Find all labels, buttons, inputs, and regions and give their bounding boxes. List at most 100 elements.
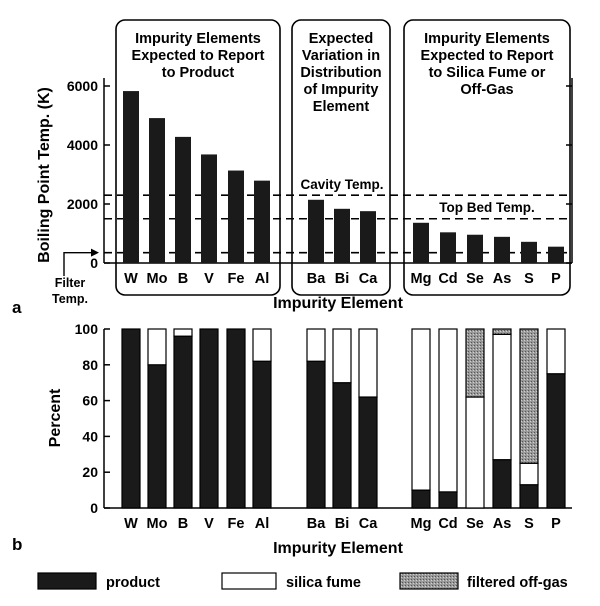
group-box-1 — [291, 19, 391, 296]
bar-segment-product — [546, 373, 566, 509]
x-tick-label: Bi — [335, 271, 350, 287]
bar-segment-product — [411, 489, 431, 509]
x-tick-label: Fe — [228, 271, 245, 287]
x-axis-title: Impurity Element — [273, 295, 403, 312]
y-axis-title: Percent — [47, 388, 64, 447]
bar-segment-filtered-off-gas — [465, 328, 485, 398]
bar — [548, 246, 564, 263]
x-tick-label: P — [551, 271, 561, 287]
x-tick-label: Se — [466, 516, 484, 532]
x-tick-label: W — [124, 516, 138, 532]
legend-swatch-filtered-off-gas — [399, 572, 459, 590]
x-tick-label: Cd — [438, 516, 457, 532]
bar — [494, 236, 510, 263]
bar — [175, 136, 191, 263]
group-title-line: Expected — [309, 31, 373, 47]
x-tick-label: Mo — [147, 516, 168, 532]
y-tick-label: 20 — [82, 464, 98, 480]
bar — [440, 232, 456, 263]
filter-arrow-head — [91, 248, 99, 257]
group-title-line: to Silica Fume or — [429, 65, 546, 81]
bar-segment-silica-fume — [519, 462, 539, 486]
bar-segment-silica-fume — [306, 328, 326, 362]
group-title-line: Distribution — [300, 65, 381, 81]
bar — [254, 180, 270, 263]
bar-segment-product — [519, 484, 539, 509]
group-title-line: of Impurity — [304, 82, 379, 98]
legend-swatch-silica-fume — [221, 572, 277, 590]
bar-segment-product — [358, 396, 378, 509]
x-tick-label: As — [493, 516, 512, 532]
legend-label: silica fume — [286, 575, 361, 591]
x-tick-label: Mg — [411, 516, 432, 532]
y-tick-label: 6000 — [67, 78, 98, 94]
bar-segment-silica-fume — [438, 328, 458, 493]
bar-segment-product — [438, 491, 458, 509]
x-tick-label: Al — [255, 271, 270, 287]
bar-segment-silica-fume — [173, 328, 193, 337]
x-axis-title: Impurity Element — [273, 540, 403, 557]
y-tick-label: 0 — [90, 500, 98, 516]
x-tick-label: Ca — [359, 516, 378, 532]
bar-segment-silica-fume — [492, 333, 512, 461]
group-title-line: Element — [313, 99, 370, 115]
bar — [201, 154, 217, 263]
x-tick-label: B — [178, 271, 188, 287]
bar-segment-product — [199, 328, 219, 509]
y-axis-title: Boiling Point Temp. (K) — [36, 87, 53, 263]
y-tick-label: 80 — [82, 357, 98, 373]
group-title-line: Impurity Elements — [424, 31, 550, 47]
x-tick-label: Bi — [335, 516, 350, 532]
bar-segment-silica-fume — [252, 328, 272, 362]
bar-segment-silica-fume — [147, 328, 167, 366]
filter-label-line: Filter — [55, 276, 86, 290]
x-tick-label: P — [551, 516, 561, 532]
bar — [467, 234, 483, 263]
bar-segment-silica-fume — [465, 396, 485, 509]
group-title-line: to Product — [162, 65, 235, 81]
panel-a-boiling-point-chart: 0 2000 4000 6000 Boiling Point Temp. (K) Impu… — [12, 19, 573, 317]
group-box-2 — [403, 19, 571, 296]
bar-segment-product — [252, 360, 272, 509]
bar — [149, 118, 165, 263]
x-tick-label: As — [493, 271, 512, 287]
x-tick-label: Al — [255, 516, 270, 532]
group-box-0 — [115, 19, 281, 296]
x-tick-label: S — [524, 516, 534, 532]
bar-segment-silica-fume — [332, 328, 352, 384]
group-title-line: Expected to Report — [132, 48, 265, 64]
bar-segment-silica-fume — [411, 328, 431, 491]
group-title-line: Impurity Elements — [135, 31, 261, 47]
filter-arrow-line — [63, 251, 92, 276]
x-tick-label: W — [124, 271, 138, 287]
group-title-line: Expected to Report — [421, 48, 554, 64]
x-tick-label: Mo — [147, 271, 168, 287]
legend-label: product — [106, 575, 160, 591]
bar-segment-product — [173, 335, 193, 509]
x-tick-label: Fe — [228, 516, 245, 532]
legend-label: filtered off-gas — [467, 575, 568, 591]
x-tick-label: Ca — [359, 271, 378, 287]
bar — [123, 91, 139, 263]
bar — [360, 211, 376, 263]
x-tick-label: Ba — [307, 271, 326, 287]
legend-swatch-product — [37, 572, 97, 590]
legend: product silica fume filtered off-gas — [37, 572, 568, 591]
bar-segment-filtered-off-gas — [519, 328, 539, 464]
y-tick-label: 40 — [82, 428, 98, 444]
bar-segment-product — [147, 364, 167, 509]
x-tick-label: V — [204, 516, 214, 532]
x-tick-label: B — [178, 516, 188, 532]
panel-label-a: a — [12, 298, 22, 317]
filter-label-line: Temp. — [52, 292, 88, 306]
bar-segment-silica-fume — [546, 328, 566, 375]
x-tick-label: Cd — [438, 271, 457, 287]
x-tick-label: V — [204, 271, 214, 287]
y-tick-label: 0 — [90, 255, 98, 271]
bar-segment-product — [226, 328, 246, 509]
y-tick-label: 2000 — [67, 196, 98, 212]
group-title-line: Variation in — [302, 48, 380, 64]
bar — [334, 208, 350, 263]
group-title-line: Off-Gas — [460, 82, 513, 98]
bar — [521, 241, 537, 263]
